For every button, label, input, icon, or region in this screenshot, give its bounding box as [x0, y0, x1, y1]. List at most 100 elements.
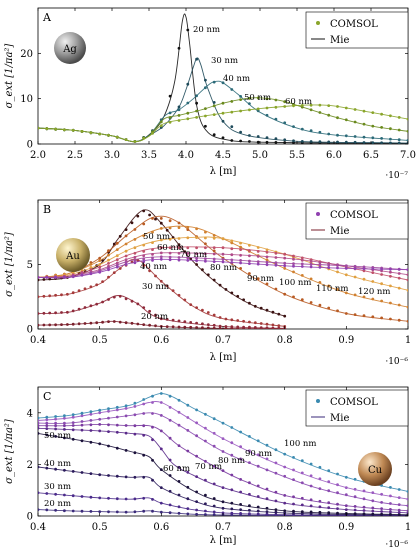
series-point: [221, 506, 225, 510]
series-point: [292, 468, 295, 472]
series-point: [89, 412, 93, 416]
series-point: [397, 488, 401, 491]
x-tick-label: 2.5: [67, 150, 83, 161]
series-point: [177, 237, 181, 240]
series-point: [236, 325, 240, 329]
series-point: [142, 243, 146, 247]
series-point: [101, 280, 104, 283]
series-label: 40 nm: [44, 459, 71, 469]
series-point: [212, 260, 216, 263]
series-point: [274, 98, 278, 102]
series-point: [309, 277, 313, 281]
series-point: [98, 132, 102, 136]
series-point: [151, 253, 154, 256]
series-point: [159, 221, 163, 225]
series-point: [204, 252, 207, 256]
series-point: [98, 411, 102, 415]
series-point: [344, 106, 348, 110]
series-point: [115, 497, 119, 501]
series-point: [83, 287, 87, 291]
series-point: [204, 107, 207, 110]
series-point: [151, 438, 154, 442]
series-point: [327, 306, 331, 310]
series-point: [265, 282, 269, 286]
series-point: [300, 510, 304, 513]
series-point: [89, 472, 93, 475]
series-point: [239, 508, 243, 511]
series-point: [71, 415, 75, 419]
series-point: [136, 214, 140, 218]
series-point: [406, 490, 408, 493]
series-point: [292, 104, 295, 108]
series-point: [221, 437, 225, 440]
series-point: [124, 475, 128, 479]
series-point: [45, 433, 49, 437]
series-point: [115, 261, 119, 265]
series-point: [274, 117, 278, 121]
series-point: [397, 503, 401, 506]
series-point: [42, 278, 46, 281]
series-point: [344, 508, 348, 511]
series-label: 60 nm: [163, 464, 190, 474]
series-point: [183, 325, 187, 329]
series-point: [71, 309, 75, 313]
series-point: [242, 319, 246, 323]
series-point: [186, 82, 190, 86]
series-point: [336, 116, 339, 120]
series-label: 40 nm: [223, 74, 250, 84]
series-point: [327, 511, 331, 515]
series-point: [265, 263, 269, 267]
series-point: [38, 126, 40, 130]
series-label: 80 nm: [218, 456, 245, 466]
series-point: [42, 311, 46, 315]
series-point: [159, 486, 163, 489]
series-point: [89, 495, 93, 499]
series-point: [80, 423, 84, 427]
series-point: [177, 221, 181, 225]
series-point: [142, 254, 146, 258]
series-point: [283, 292, 287, 296]
series-point: [274, 137, 278, 141]
series-point: [389, 114, 392, 118]
series-point: [115, 263, 119, 267]
series-point: [204, 236, 207, 240]
series-point: [112, 320, 116, 323]
series-point: [218, 326, 222, 329]
series-point: [309, 129, 313, 133]
series-point: [186, 246, 190, 250]
series-label: 20 nm: [141, 312, 168, 322]
series-point: [95, 283, 99, 287]
series-point: [362, 141, 366, 144]
series-point: [389, 274, 392, 278]
series-point: [292, 254, 295, 258]
series-point: [38, 508, 40, 511]
series-point: [133, 238, 137, 241]
series-point: [327, 489, 331, 493]
series-point: [83, 322, 87, 325]
series-point: [239, 457, 243, 461]
series-point: [177, 398, 181, 402]
series-point: [271, 326, 275, 329]
series-point: [265, 250, 269, 254]
series-point: [212, 252, 216, 256]
x-exponent: ·10⁻⁷: [385, 171, 408, 181]
series-point: [195, 475, 199, 478]
series-point: [318, 263, 322, 267]
series-point: [115, 254, 119, 258]
series-point: [236, 319, 240, 322]
series-point: [45, 127, 49, 131]
series-point: [292, 264, 295, 268]
series-point: [130, 221, 134, 225]
series-point: [118, 294, 122, 298]
series-label: 30 nm: [44, 482, 71, 492]
series-point: [344, 140, 348, 144]
series-point: [389, 502, 392, 505]
y-tick-label: 4: [27, 408, 33, 419]
series-point: [362, 295, 366, 299]
series-point: [224, 317, 228, 321]
series-point: [186, 497, 190, 501]
series-point: [265, 468, 269, 472]
series-point: [48, 311, 52, 315]
series-point: [195, 236, 199, 240]
series-point: [292, 502, 295, 506]
